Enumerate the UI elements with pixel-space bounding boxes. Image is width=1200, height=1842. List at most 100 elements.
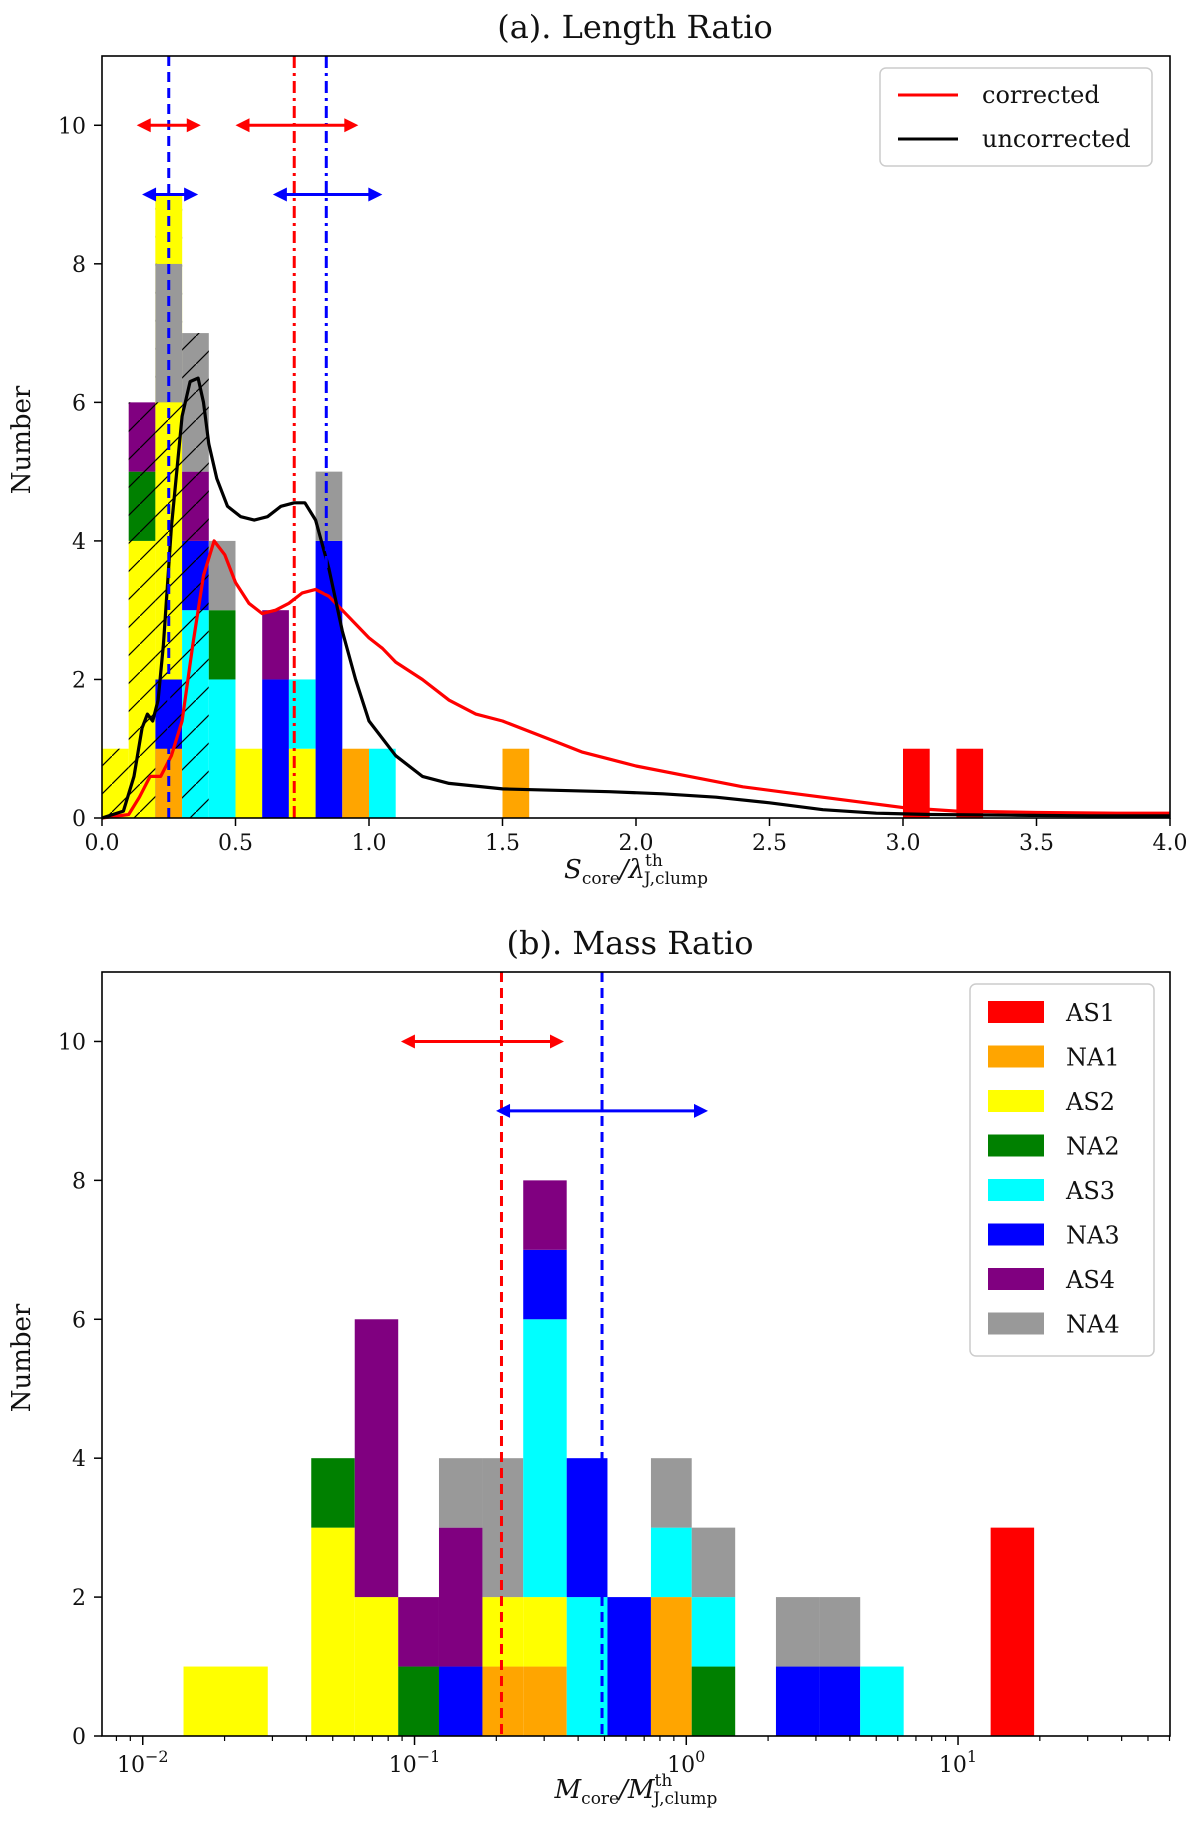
legend-swatch-na2 xyxy=(988,1134,1044,1157)
legend-swatch-as4 xyxy=(988,1268,1044,1290)
bar-b-8-na3 xyxy=(607,1597,651,1736)
y-tick-label-a-2: 4 xyxy=(72,530,86,555)
y-tick-label-b-5: 10 xyxy=(58,1030,86,1055)
x-tick-label-a-8: 4.0 xyxy=(1153,831,1188,856)
panel-b-range-arrows xyxy=(400,1034,709,1118)
panel-a-range-arrows xyxy=(136,118,383,202)
bar-a-10-na4 xyxy=(315,471,343,541)
panel-b-ylabel: Number xyxy=(7,1303,37,1412)
y-tick-label-b-4: 8 xyxy=(72,1169,86,1194)
bar-a-15-as1 xyxy=(956,748,984,818)
legend-label-as3: AS3 xyxy=(1065,1177,1115,1205)
legend-label-as2: AS2 xyxy=(1065,1088,1115,1116)
arrow-a-0-head-right xyxy=(186,118,201,133)
bar-b-11-na3 xyxy=(775,1666,820,1736)
panel-b-legend-box xyxy=(969,983,1155,1357)
panel-b-x-ticks: 10−2 10−1 100 101 xyxy=(115,1736,1171,1778)
bar-a-6-na2 xyxy=(208,610,236,680)
bar-b-10-na2 xyxy=(691,1666,736,1736)
x-tick-label-a-4: 2.0 xyxy=(619,831,654,856)
y-tick-label-a-3: 6 xyxy=(72,391,86,416)
y-tick-label-b-1: 2 xyxy=(72,1586,86,1611)
legend-label-na2: NA2 xyxy=(1066,1133,1120,1161)
x-tick-label-a-3: 1.5 xyxy=(485,831,520,856)
panel-length-ratio: (a). Length Ratio Number 0.0 0.5 1.0 1.5 2.0… xyxy=(7,8,1188,889)
bar-a-8-as4 xyxy=(262,610,289,680)
legend-swatch-na1 xyxy=(988,1045,1044,1068)
bar-b-7-na3 xyxy=(566,1458,608,1598)
panel-a-title: (a). Length Ratio xyxy=(497,8,773,46)
arrow-b-0-head-left xyxy=(400,1034,415,1049)
bar-b-6-as4 xyxy=(523,1180,567,1250)
x-tick-label-b-1: 10−1 xyxy=(389,1747,441,1778)
legend-label-as1: AS1 xyxy=(1065,999,1115,1027)
bar-a-6-as3 xyxy=(208,679,236,818)
y-tick-label-a-4: 8 xyxy=(72,253,86,278)
legend-swatch-na4 xyxy=(988,1312,1044,1335)
arrow-a-2-head-left xyxy=(142,187,157,202)
legend-uncorrected-label: uncorrected xyxy=(982,125,1131,153)
legend-label-na4: NA4 xyxy=(1066,1311,1120,1339)
x-tick-label-a-5: 2.5 xyxy=(752,831,787,856)
panel-a-ylabel: Number xyxy=(7,385,37,494)
legend-swatch-as3 xyxy=(988,1179,1044,1201)
x-tick-label-a-0: 0.0 xyxy=(85,831,120,856)
panel-a-reference-lines xyxy=(167,56,328,818)
bar-b-10-as3 xyxy=(691,1597,736,1667)
legend-corrected-label: corrected xyxy=(982,81,1100,109)
panel-b-title: (b). Mass Ratio xyxy=(507,924,754,962)
arrow-b-0-head-right xyxy=(549,1034,564,1049)
bar-b-9-na1 xyxy=(650,1597,692,1736)
legend-swatch-na3 xyxy=(988,1223,1044,1246)
bar-b-9-as3 xyxy=(650,1527,692,1598)
bar-a-10-na3 xyxy=(315,540,343,818)
panel-a-curves xyxy=(101,376,1170,820)
y-tick-label-a-5: 10 xyxy=(58,114,86,139)
x-tick-label-a-6: 3.0 xyxy=(886,831,921,856)
bar-b-12-na4 xyxy=(819,1597,861,1667)
panel-b-xlabel: Mcore/Mth J,clump xyxy=(554,1771,718,1809)
panel-a-y-ticks: 0 2 4 6 8 10 xyxy=(58,114,102,832)
bar-b-3-na2 xyxy=(398,1666,439,1736)
bar-b-4-na3 xyxy=(438,1666,483,1736)
arrow-a-2-head-right xyxy=(184,187,199,202)
bar-a-13-na1 xyxy=(502,748,530,818)
arrow-a-1-head-right xyxy=(344,118,359,133)
bar-a-11-na1 xyxy=(342,748,369,818)
panel-b-frame xyxy=(101,971,1171,1737)
bar-b-6-as3 xyxy=(523,1319,567,1598)
bar-b-12-na3 xyxy=(819,1666,861,1736)
y-tick-label-b-0: 0 xyxy=(72,1725,86,1750)
legend-swatch-as2 xyxy=(988,1090,1044,1112)
panel-a-legend: corrected uncorrected xyxy=(879,67,1153,167)
x-tick-label-a-7: 3.5 xyxy=(1019,831,1054,856)
panel-a-legend-box xyxy=(879,67,1153,167)
panel-a-bars xyxy=(102,194,984,818)
panel-b-bars xyxy=(183,1180,1035,1736)
arrow-a-3-head-left xyxy=(272,187,287,202)
panel-a-x-ticks: 0.0 0.5 1.0 1.5 2.0 2.5 3.0 3.5 4.0 xyxy=(85,818,1188,856)
y-tick-label-b-2: 4 xyxy=(72,1447,86,1472)
bar-b-14-as1 xyxy=(990,1527,1035,1736)
bar-b-6-na1 xyxy=(523,1666,567,1736)
legend-label-na1: NA1 xyxy=(1066,1044,1120,1072)
bar-a-8-na3 xyxy=(262,679,289,818)
x-tick-label-b-3: 101 xyxy=(939,1747,977,1778)
bar-b-6-as2 xyxy=(523,1597,567,1667)
legend-label-as4: AS4 xyxy=(1065,1266,1115,1294)
legend-swatch-as1 xyxy=(988,1001,1044,1023)
bar-b-11-na4 xyxy=(775,1597,820,1667)
bar-a-1-hatch xyxy=(128,402,156,818)
arrow-a-1-head-left xyxy=(235,118,250,133)
bar-b-2-as4 xyxy=(354,1319,399,1598)
bar-b-13-as3 xyxy=(860,1666,904,1736)
panel-a-xlabel: Score/λth J,clump xyxy=(564,851,708,889)
arrow-a-0-head-left xyxy=(136,118,151,133)
x-tick-label-a-2: 1.0 xyxy=(352,831,387,856)
panel-b-legend: AS1 NA1 AS2 NA2 AS3 NA3 AS4 NA4 xyxy=(969,983,1155,1357)
x-tick-label-a-1: 0.5 xyxy=(218,831,253,856)
bar-b-6-na3 xyxy=(523,1249,567,1320)
bar-b-3-as4 xyxy=(398,1597,439,1667)
bar-b-4-na4 xyxy=(438,1458,483,1528)
